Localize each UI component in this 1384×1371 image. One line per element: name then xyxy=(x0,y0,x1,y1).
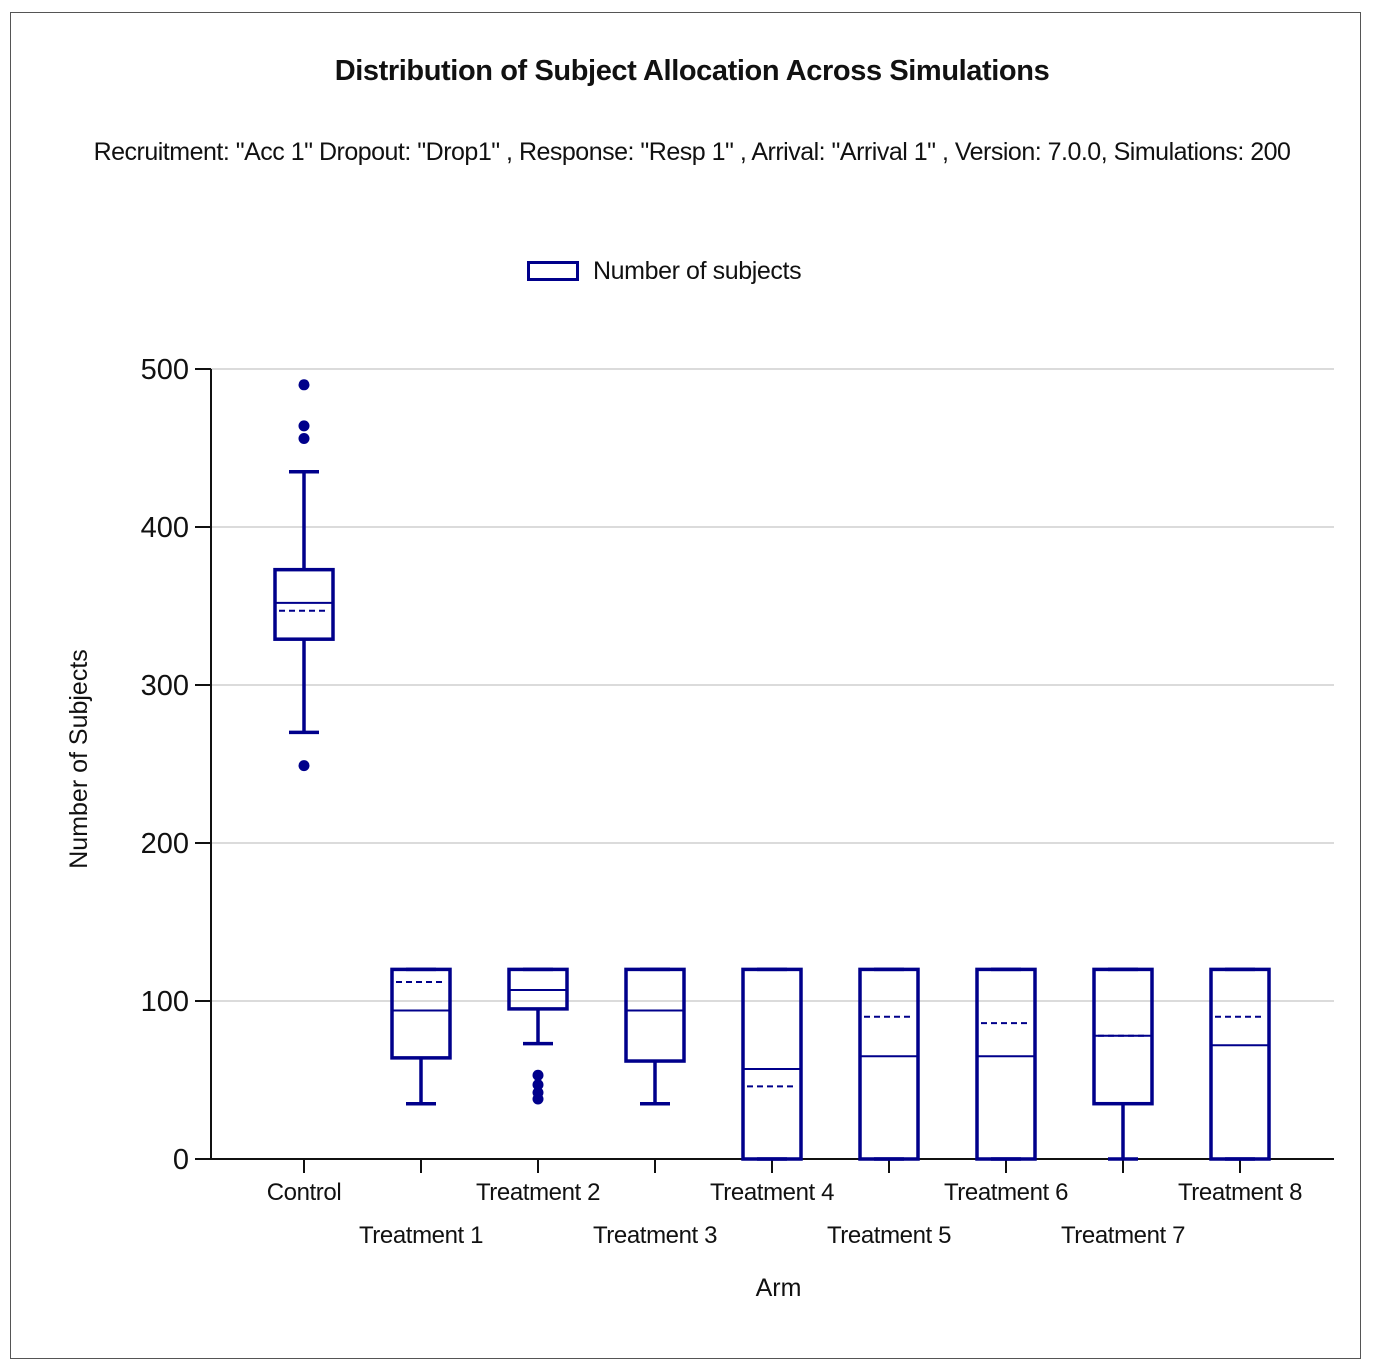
box-body-1 xyxy=(390,967,452,1060)
box-body-4 xyxy=(741,967,803,1161)
box-8 xyxy=(1209,967,1271,1161)
y-axis-title: Number of Subjects xyxy=(65,649,93,869)
x-tick-label-3: Treatment 3 xyxy=(593,1222,717,1249)
x-tick-label-7: Treatment 7 xyxy=(1061,1222,1185,1249)
outlier-0-0 xyxy=(298,760,310,772)
legend-swatch xyxy=(527,261,579,281)
x-tick-label-2: Treatment 2 xyxy=(476,1179,600,1206)
outlier-0-3 xyxy=(298,379,310,391)
box-body-6 xyxy=(975,967,1037,1161)
x-tick-label-4: Treatment 4 xyxy=(710,1179,834,1206)
outlier-0-2 xyxy=(298,420,310,432)
outlier-2-2 xyxy=(532,1079,544,1091)
box-4 xyxy=(741,967,803,1161)
legend-label: Number of subjects xyxy=(593,256,802,285)
y-tick-label-500: 500 xyxy=(141,354,189,386)
x-axis-title: Arm xyxy=(756,1274,802,1302)
gridlines xyxy=(211,368,1334,1002)
outlier-2-3 xyxy=(532,1069,544,1081)
x-tick-label-6: Treatment 6 xyxy=(944,1179,1068,1206)
chart-subtitle: Recruitment: "Acc 1" Dropout: "Drop1" , … xyxy=(93,138,1291,166)
box-7 xyxy=(1092,967,1154,1161)
y-tick-label-300: 300 xyxy=(141,670,189,702)
x-tick-label-5: Treatment 5 xyxy=(827,1222,951,1249)
outlier-2-1 xyxy=(532,1087,544,1099)
x-tick-label-0: Control xyxy=(267,1179,342,1206)
legend: Number of subjects xyxy=(527,255,802,287)
box-5 xyxy=(858,967,920,1161)
box-0 xyxy=(273,379,335,772)
box-body-0 xyxy=(273,567,335,641)
y-tick-label-400: 400 xyxy=(141,512,189,544)
axes xyxy=(195,368,1334,1173)
axis-labels: 0 100 200 300 400 500 Control Treatment 1 Treatm… xyxy=(65,354,1302,1302)
box-6 xyxy=(975,967,1037,1161)
box-series xyxy=(273,379,1271,1161)
chart-title: Distribution of Subject Allocation Acros… xyxy=(334,55,1050,87)
box-1 xyxy=(390,967,452,1106)
box-2 xyxy=(507,967,569,1105)
box-3 xyxy=(624,967,686,1106)
box-body-8 xyxy=(1209,967,1271,1161)
x-tick-label-8: Treatment 8 xyxy=(1178,1179,1302,1206)
y-tick-label-100: 100 xyxy=(141,986,189,1018)
y-tick-label-200: 200 xyxy=(141,828,189,860)
box-body-5 xyxy=(858,967,920,1161)
box-body-3 xyxy=(624,967,686,1063)
y-tick-label-0: 0 xyxy=(173,1144,189,1176)
x-tick-label-1: Treatment 1 xyxy=(359,1222,483,1249)
outlier-0-1 xyxy=(298,433,310,445)
